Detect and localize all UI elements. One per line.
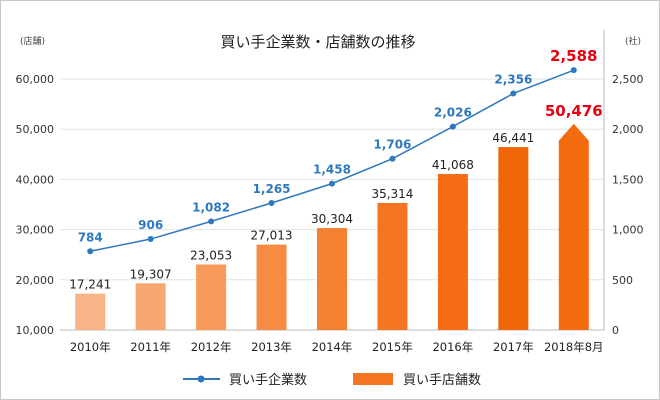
line-point — [389, 155, 396, 162]
y-left-tick-label: 30,000 — [16, 224, 55, 237]
line-point — [87, 248, 94, 255]
line-label: 2,026 — [434, 106, 472, 120]
x-tick-label: 2014年 — [312, 340, 353, 354]
bar-label: 30,304 — [311, 212, 353, 226]
y-right-axis: 0 500 1,000 1,500 2,000 2,500 — [612, 73, 644, 337]
line-point — [449, 123, 456, 130]
x-tick-label: 2018年8月 — [544, 340, 604, 354]
y-right-tick-label: 500 — [612, 274, 633, 287]
line-label: 1,458 — [313, 163, 351, 177]
legend-bar-swatch — [353, 373, 393, 385]
legend: 買い手企業数 買い手店舗数 — [183, 372, 481, 388]
line-point — [510, 90, 517, 97]
bar-label: 41,068 — [432, 158, 474, 172]
legend-line-label: 買い手企業数 — [229, 372, 307, 388]
bar — [437, 174, 468, 330]
y-right-unit: (社) — [625, 35, 641, 47]
y-left-axis: 10,000 20,000 30,000 40,000 50,000 60,000 — [16, 73, 55, 337]
bar-label: 27,013 — [251, 229, 293, 243]
bar — [498, 147, 529, 330]
line-label: 906 — [138, 218, 163, 232]
y-left-tick-label: 10,000 — [16, 324, 55, 337]
line-label: 1,082 — [192, 200, 230, 214]
legend-line-marker — [197, 375, 205, 383]
x-tick-label: 2013年 — [251, 340, 292, 354]
bar-label-highlight: 50,476 — [545, 102, 603, 120]
chart-title: 買い手企業数・店舗数の推移 — [220, 33, 415, 51]
line-label: 1,265 — [253, 182, 291, 196]
bar — [196, 264, 227, 330]
y-right-tick-label: 1,500 — [612, 173, 644, 186]
x-tick-label: 2015年 — [372, 340, 413, 354]
line-point — [329, 180, 335, 187]
bar — [75, 293, 106, 330]
bar — [135, 283, 166, 330]
line-labels: 784 906 1,082 1,265 1,458 1,706 2,026 2,356 2,58… — [78, 47, 598, 244]
x-tick-label: 2012年 — [191, 340, 232, 354]
bar — [317, 228, 347, 330]
y-right-tick-label: 2,500 — [612, 73, 644, 86]
line-label-highlight: 2,588 — [550, 47, 597, 65]
bar — [256, 244, 287, 330]
line-label: 2,356 — [494, 72, 532, 86]
line-point — [268, 199, 275, 206]
bar-arrow — [558, 123, 589, 330]
legend-bar-label: 買い手店舗数 — [403, 373, 481, 388]
bar — [377, 202, 408, 330]
line-point — [208, 218, 215, 225]
y-right-tick-label: 2,000 — [612, 123, 644, 136]
line-series — [87, 67, 577, 255]
bar-label: 35,314 — [371, 187, 413, 201]
y-right-tick-label: 1,000 — [612, 224, 644, 237]
line-label: 784 — [78, 230, 103, 244]
y-left-unit: (店舗) — [20, 35, 45, 47]
x-tick-label: 2011年 — [130, 340, 171, 354]
bar-label: 19,307 — [130, 267, 172, 281]
y-right-tick-label: 0 — [612, 324, 619, 337]
y-left-tick-label: 60,000 — [16, 73, 55, 86]
y-left-tick-label: 20,000 — [16, 274, 55, 287]
x-tick-label: 2017年 — [493, 340, 534, 354]
bar-label: 23,053 — [190, 248, 232, 262]
y-left-tick-label: 40,000 — [16, 173, 55, 186]
x-tick-label: 2016年 — [432, 340, 473, 354]
bar-series — [75, 123, 589, 330]
x-axis: 2010年 2011年 2012年 2013年 2014年 2015年 2016年 2017年… — [70, 340, 604, 354]
x-tick-label: 2010年 — [70, 340, 111, 354]
line-point — [147, 236, 154, 243]
bar-label: 46,441 — [492, 131, 534, 145]
line-label: 1,706 — [373, 138, 411, 152]
line-point — [570, 67, 577, 74]
bar-labels: 17,241 19,307 23,053 27,013 30,304 35,314 41,0… — [69, 102, 603, 292]
y-left-tick-label: 50,000 — [16, 123, 55, 136]
bar-label: 17,241 — [69, 278, 111, 292]
